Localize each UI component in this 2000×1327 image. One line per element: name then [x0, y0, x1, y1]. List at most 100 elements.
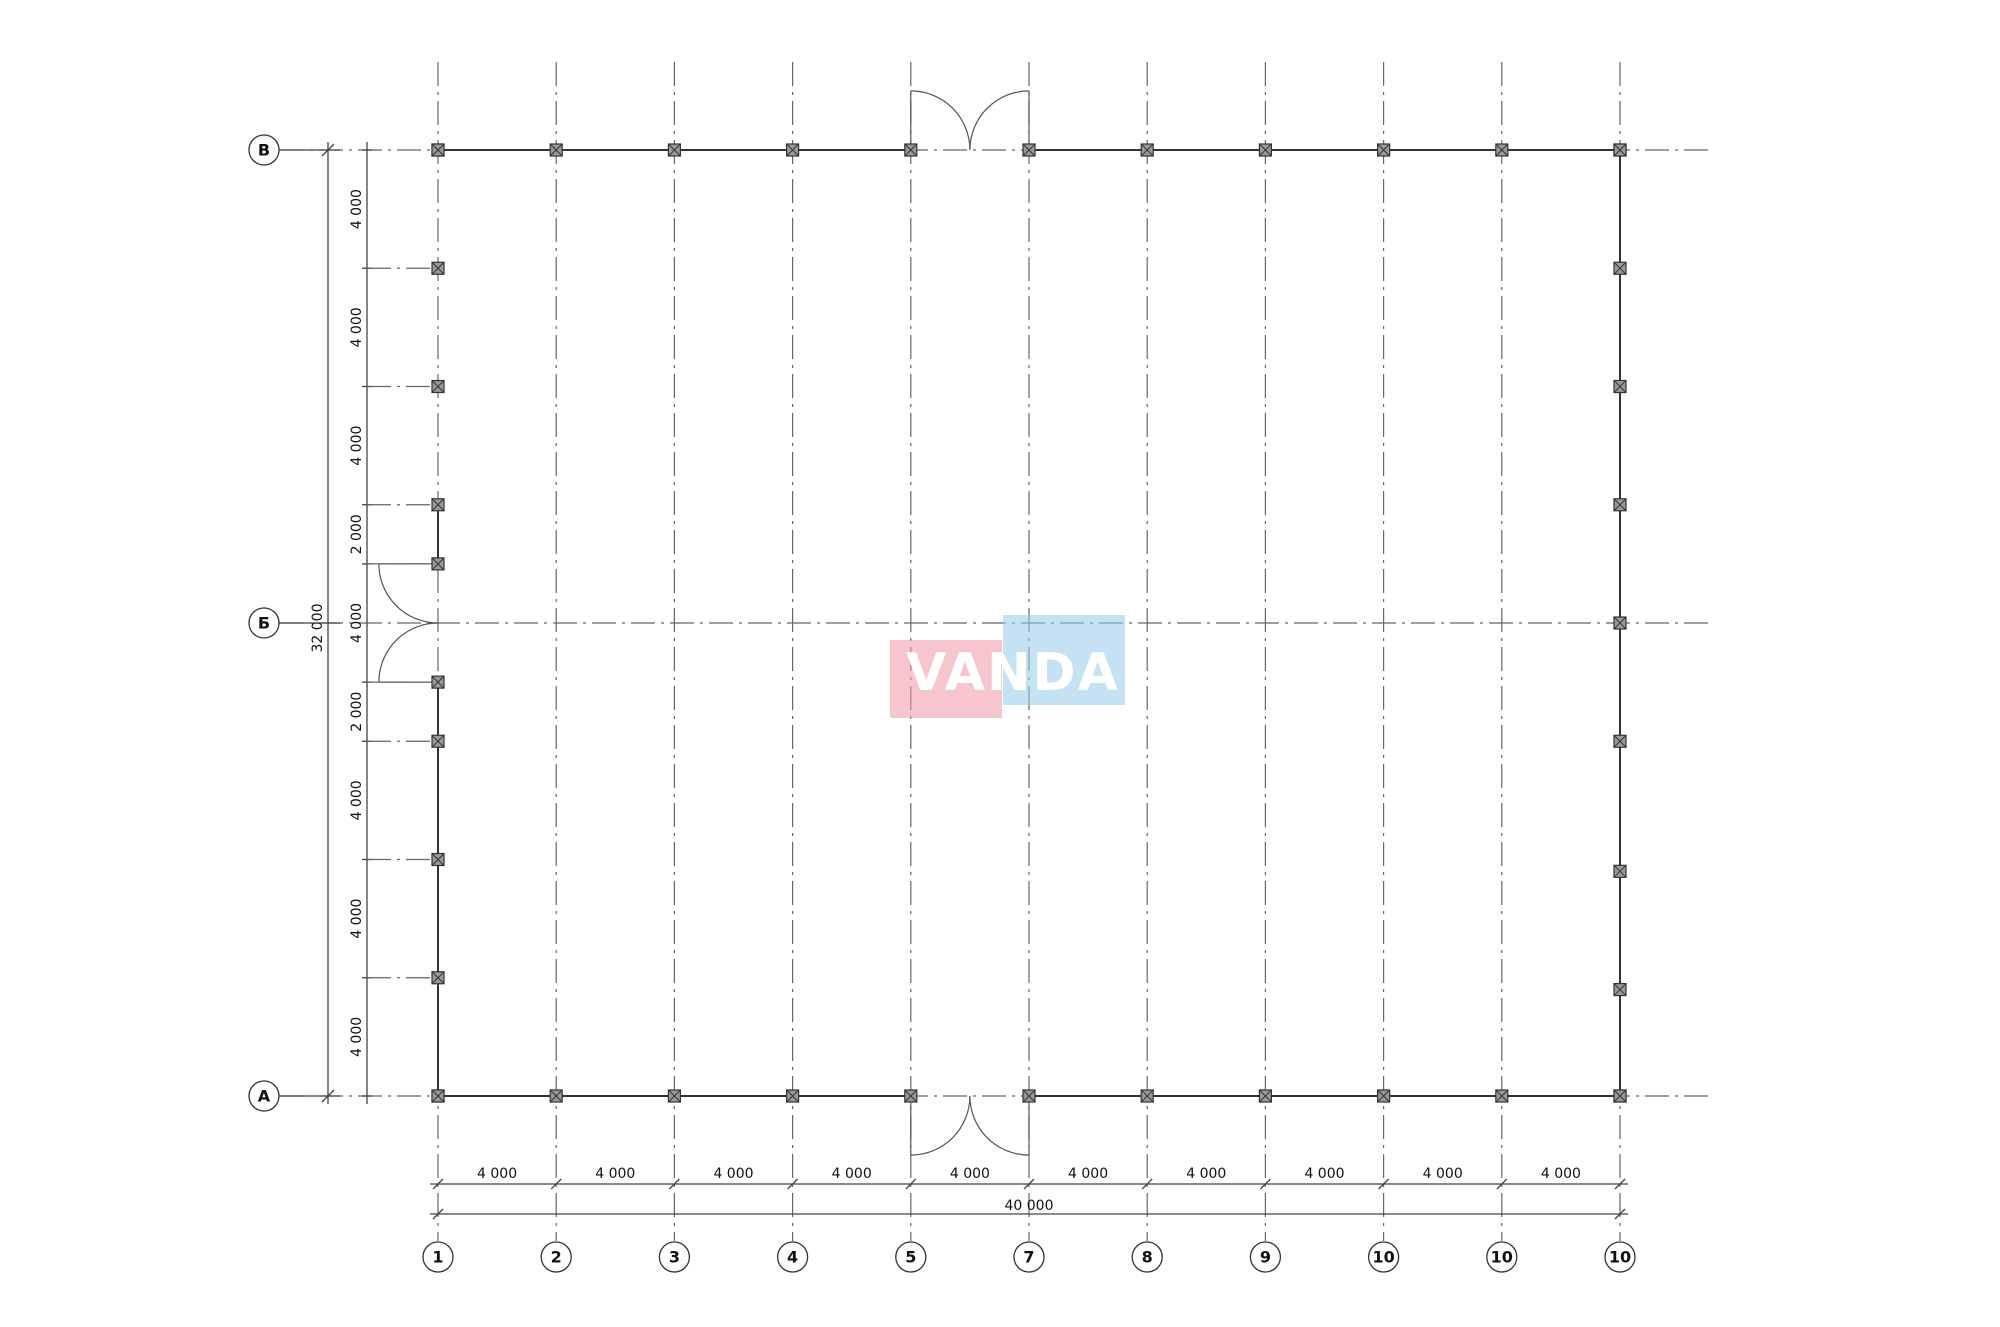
row-axis-label: А	[258, 1087, 271, 1106]
column-marker	[1613, 498, 1627, 512]
watermark-blue-block	[1003, 615, 1125, 705]
column-axis-label: 2	[551, 1248, 562, 1267]
column-marker	[1613, 1089, 1627, 1103]
bay-dimension-label: 4 000	[1541, 1166, 1581, 1182]
dimension-tick	[787, 1178, 799, 1190]
column-marker	[431, 675, 445, 689]
column-axis-bubble	[1131, 1241, 1163, 1273]
column-cross	[431, 971, 445, 985]
column-axis-label: 7	[1023, 1248, 1034, 1267]
row-axis-label: Б	[258, 614, 270, 633]
watermark-pink-block	[890, 640, 1002, 718]
column-marker	[1495, 1089, 1509, 1103]
column-marker	[904, 1089, 918, 1103]
bay-dimension-label: 4 000	[595, 1166, 635, 1182]
column-axis-label: 1	[432, 1248, 443, 1267]
column-marker	[1022, 1089, 1036, 1103]
column-cross	[1613, 616, 1627, 630]
column-cross	[1377, 1089, 1390, 1103]
column-marker	[1022, 143, 1036, 157]
column-axis-label: 10	[1609, 1248, 1631, 1267]
column-axis-bubble	[540, 1241, 572, 1273]
column-cross	[1495, 1089, 1509, 1103]
row-axis-bubble	[248, 134, 280, 166]
column-cross	[1259, 1089, 1272, 1103]
left-dimension-label: 2 000	[349, 692, 365, 732]
column-axis-bubble	[1486, 1241, 1518, 1273]
dimension-tick	[1023, 1178, 1035, 1190]
column-cross	[431, 675, 445, 689]
column-axis-label: 10	[1491, 1248, 1513, 1267]
column-marker	[431, 852, 445, 867]
left-dimension-label: 4 000	[349, 426, 365, 466]
watermark-text: VANDA	[906, 643, 1120, 703]
dimension-tick	[668, 1178, 680, 1190]
column-cross	[786, 143, 799, 157]
column-axis-label: 9	[1260, 1248, 1271, 1267]
column-cross	[1613, 1089, 1627, 1103]
column-marker	[431, 379, 445, 394]
column-marker	[1613, 143, 1627, 157]
column-axis-bubble	[422, 1241, 454, 1273]
column-cross	[1613, 261, 1627, 275]
left-dimension-label: 4 000	[349, 307, 365, 347]
column-cross	[549, 143, 563, 157]
column-marker	[1376, 143, 1391, 157]
column-cross	[1613, 380, 1627, 393]
column-cross	[1613, 983, 1627, 996]
bay-dimension-label: 4 000	[713, 1166, 753, 1182]
door-swing-arc	[910, 1095, 971, 1156]
left-dimension-label: 4 000	[349, 780, 365, 820]
column-axis-bubble	[1013, 1241, 1045, 1273]
column-axis-label: 8	[1142, 1248, 1153, 1267]
column-marker	[1495, 143, 1509, 157]
door-swing-arc	[378, 563, 439, 624]
left-dimension-label: 4 000	[349, 1017, 365, 1057]
column-cross	[1613, 734, 1627, 748]
vanda-watermark-logo: VANDA	[888, 615, 1125, 720]
column-marker	[1613, 616, 1627, 630]
column-marker	[431, 261, 445, 275]
column-cross	[1613, 143, 1627, 157]
total-width-label: 40 000	[1005, 1198, 1054, 1214]
door-swing-arc	[910, 90, 971, 151]
column-axis-bubble	[658, 1241, 691, 1273]
bay-dimension-label: 4 000	[950, 1166, 990, 1182]
column-cross	[431, 261, 445, 275]
bay-dimension-label: 4 000	[1304, 1166, 1344, 1182]
door-swing-arc	[969, 90, 1030, 151]
column-marker	[1258, 1089, 1273, 1103]
column-cross	[904, 1089, 918, 1103]
column-axis-bubble	[1604, 1241, 1636, 1273]
column-axis-bubble	[895, 1241, 927, 1273]
column-marker	[1258, 143, 1273, 157]
column-marker	[431, 971, 445, 985]
bay-dimension-label: 4 000	[477, 1166, 517, 1182]
column-cross	[431, 1089, 445, 1103]
column-axis-label: 10	[1372, 1248, 1394, 1267]
column-marker	[785, 143, 800, 157]
column-marker	[431, 734, 445, 748]
dimension-tick	[1614, 1208, 1626, 1220]
column-cross	[1140, 143, 1154, 157]
total-depth-label: 32 000	[310, 604, 326, 653]
dimension-tick	[1378, 1178, 1390, 1190]
dimension-tick	[432, 1178, 444, 1190]
column-cross	[431, 557, 445, 571]
column-cross	[1022, 143, 1036, 157]
column-marker	[904, 143, 918, 157]
column-cross	[549, 1089, 563, 1103]
bay-dimension-label: 4 000	[1423, 1166, 1463, 1182]
bay-dimension-label: 4 000	[832, 1166, 872, 1182]
column-axis-bubble	[1249, 1241, 1282, 1273]
column-cross	[1140, 1089, 1154, 1103]
column-marker	[431, 1089, 445, 1103]
left-dimension-label: 4 000	[349, 899, 365, 939]
dimension-tick	[1259, 1178, 1271, 1190]
column-cross	[668, 143, 681, 157]
column-cross	[1377, 143, 1390, 157]
column-axis-label: 3	[669, 1248, 680, 1267]
column-cross	[431, 143, 445, 157]
dimension-tick	[432, 1208, 444, 1220]
